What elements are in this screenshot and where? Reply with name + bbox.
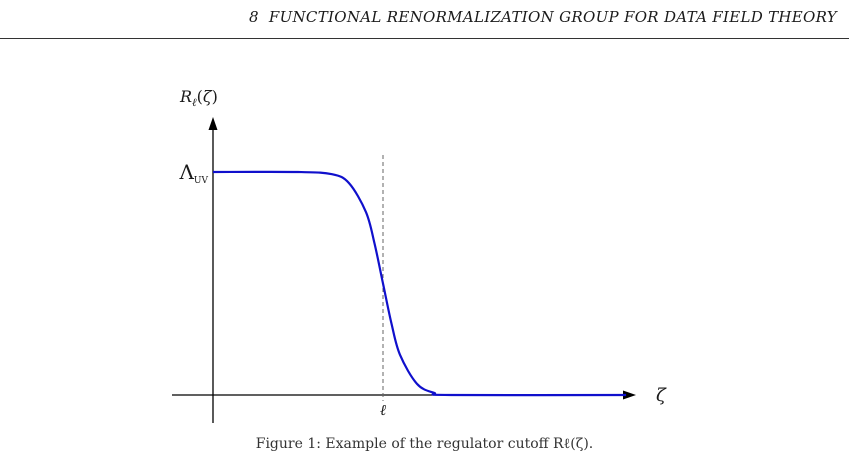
header-rule <box>0 38 849 39</box>
figure-caption: Figure 1: Example of the regulator cutof… <box>255 436 594 452</box>
lambda-symbol: Λ <box>178 160 194 184</box>
x-tick-ell: ℓ <box>380 401 386 419</box>
uv-subscript: UV <box>194 176 209 186</box>
y-axis-label: Rℓ(ζ) <box>179 87 218 109</box>
running-header: 8 FUNCTIONAL RENORMALIZATION GROUP FOR DA… <box>0 0 849 40</box>
x-axis-label: ζ <box>656 385 667 406</box>
regulator-curve <box>212 170 627 397</box>
page-number: 8 <box>249 8 259 26</box>
header-text: 8 FUNCTIONAL RENORMALIZATION GROUP FOR DA… <box>249 8 837 26</box>
y-axis-arrow <box>208 117 218 130</box>
x-axis-arrow <box>623 390 636 400</box>
y-tick-lambda-uv: ΛUV <box>178 160 208 186</box>
running-title: FUNCTIONAL RENORMALIZATION GROUP FOR DAT… <box>268 8 837 26</box>
